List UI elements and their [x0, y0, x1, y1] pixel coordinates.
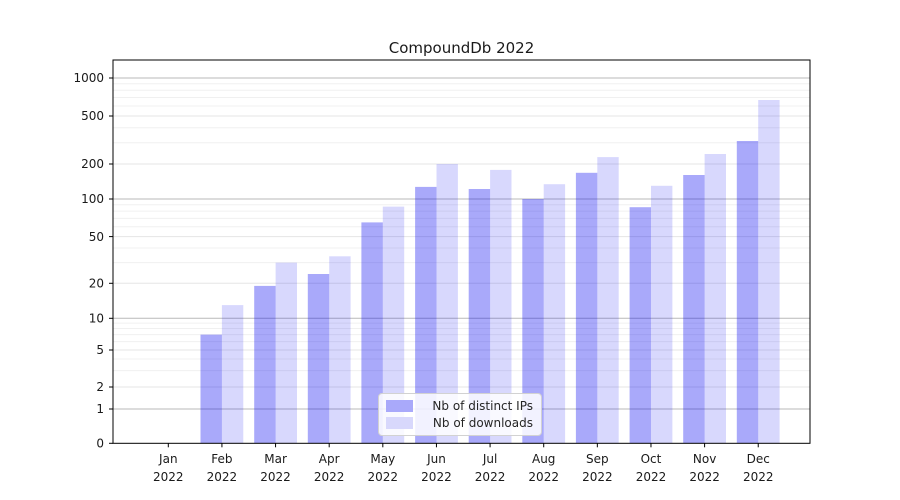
x-tick-label: Mar 2022 — [260, 452, 291, 484]
bar-distinct-ips-apr — [307, 274, 330, 444]
x-tick-label: Nov 2022 — [689, 452, 720, 484]
bar-downloads-aug — [543, 184, 566, 444]
y-tick-label: 1 — [96, 402, 104, 416]
y-tick-label: 500 — [81, 109, 104, 123]
legend-swatch-distinct-ips — [386, 400, 413, 412]
bar-downloads-jul — [490, 169, 512, 444]
y-tick-label: 5 — [96, 343, 104, 357]
legend: Nb of distinct IPs Nb of downloads — [378, 393, 542, 436]
x-axis: Jan 2022 Feb 2022 Mar 2022 Apr 2022 May 2022 Jun 20… — [153, 443, 774, 484]
legend-item-distinct-ips: Nb of distinct IPs — [386, 399, 533, 413]
x-tick-label: Apr 2022 — [314, 452, 345, 484]
bar-distinct-ips-oct — [629, 207, 651, 444]
bar-downloads-nov — [704, 154, 726, 444]
x-tick-label: Aug 2022 — [528, 452, 559, 484]
bar-downloads-apr — [329, 256, 351, 444]
bar-downloads-sep — [597, 157, 619, 444]
y-tick-label: 10 — [89, 312, 104, 326]
bar-distinct-ips-feb — [200, 334, 222, 444]
x-tick-label: May 2022 — [368, 452, 399, 484]
bar-distinct-ips-jul — [468, 189, 491, 444]
bar-distinct-ips-sep — [575, 172, 598, 444]
legend-swatch-downloads — [386, 417, 413, 429]
bars-downloads — [221, 100, 780, 444]
y-tick-label: 20 — [89, 277, 104, 291]
bar-distinct-ips-may — [361, 222, 383, 444]
y-tick-label: 100 — [81, 192, 104, 206]
legend-label-downloads: Nb of downloads — [432, 416, 533, 430]
bars-distinct-ips — [200, 141, 759, 444]
y-tick-label: 0 — [96, 437, 104, 451]
x-tick-label: Dec 2022 — [743, 452, 774, 484]
bar-distinct-ips-jun — [415, 186, 437, 444]
chart-title: CompoundDb 2022 — [388, 39, 535, 57]
x-tick-label: Jun 2022 — [421, 452, 452, 484]
legend-label-distinct-ips: Nb of distinct IPs — [432, 399, 533, 413]
bar-downloads-feb — [221, 305, 244, 444]
x-tick-label: Oct 2022 — [636, 452, 667, 484]
bar-distinct-ips-mar — [254, 285, 276, 444]
bar-distinct-ips-aug — [522, 199, 544, 444]
bar-distinct-ips-nov — [683, 175, 705, 444]
x-tick-label: Sep 2022 — [582, 452, 613, 484]
legend-item-downloads: Nb of downloads — [386, 416, 533, 430]
y-tick-label: 200 — [81, 157, 104, 171]
y-tick-label: 1000 — [73, 71, 104, 85]
bar-downloads-dec — [758, 100, 780, 444]
y-tick-label: 50 — [89, 230, 104, 244]
bar-downloads-mar — [275, 262, 297, 444]
x-tick-label: Jul 2022 — [475, 452, 506, 484]
y-axis: 0 1 2 5 10 20 50 100 200 500 1000 — [73, 71, 113, 451]
bar-downloads-oct — [651, 185, 673, 444]
bar-downloads-jun — [436, 164, 458, 444]
bar-downloads-may — [382, 206, 405, 444]
x-tick-label: Feb 2022 — [207, 452, 238, 484]
y-tick-label: 2 — [96, 380, 104, 394]
x-tick-label: Jan 2022 — [153, 452, 184, 484]
axes-box — [112, 59, 811, 444]
bar-distinct-ips-dec — [736, 141, 759, 444]
gridlines — [113, 77, 810, 410]
